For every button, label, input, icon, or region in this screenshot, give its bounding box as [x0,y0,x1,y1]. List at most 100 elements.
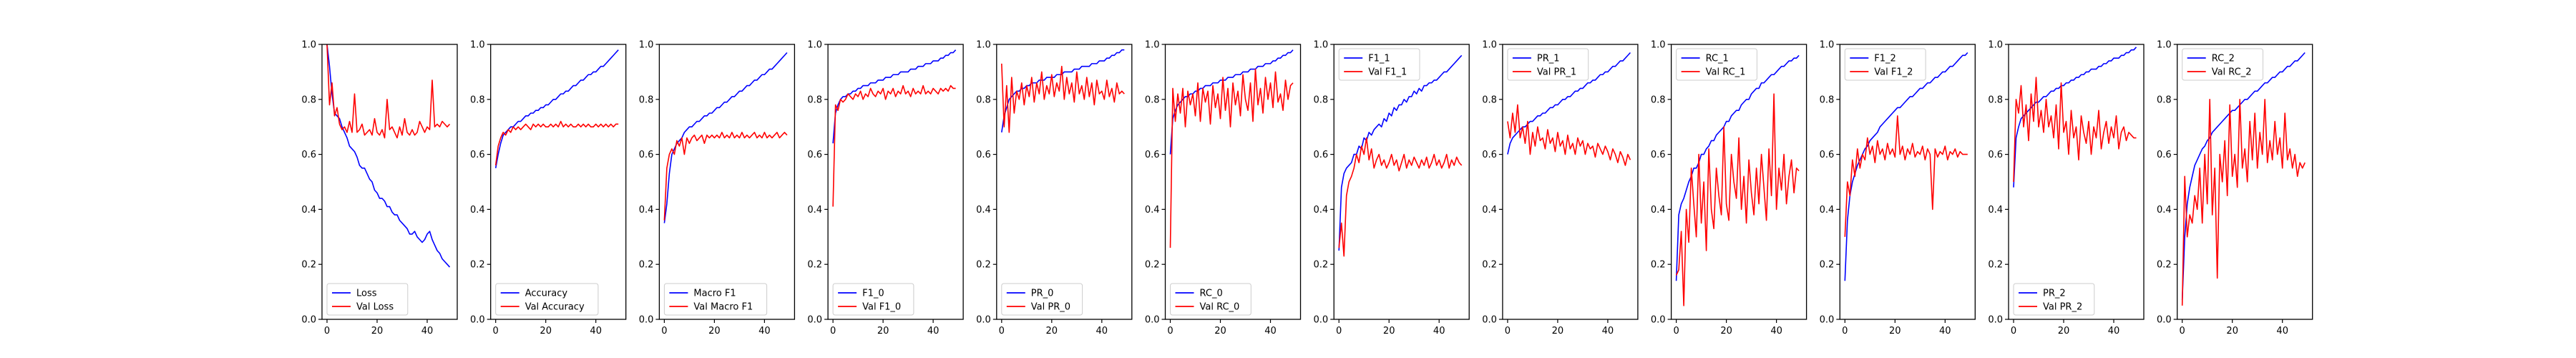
x-tick-label: 0 [1167,326,1173,337]
series-line-train-8 [1675,54,1800,281]
legend-box [2013,283,2095,316]
axes-frame [1502,44,1639,320]
y-tick-label: 0.4 [807,205,822,216]
legend-label: Val Macro F1 [693,302,753,313]
axes-frame [2177,44,2313,320]
y-tick-label: 1.0 [976,40,991,51]
x-tick-label: 40 [758,326,771,337]
y-tick-label: 1.0 [807,40,822,51]
y-tick-label: 0.8 [1482,95,1497,105]
legend-label: Macro F1 [693,289,736,299]
x-tick-label: 40 [1602,326,1614,337]
x-tick-label: 0 [2011,326,2016,337]
legend: F1_2 Val F1_2 [1844,48,1926,81]
x-tick-label: 0 [2180,326,2185,337]
legend: RC_1 Val RC_1 [1676,48,1757,81]
legend: RC_2 Val RC_2 [2182,48,2263,81]
series-line-val-11 [2181,99,2306,306]
x-tick-label: 0 [1336,326,1342,337]
y-tick-label: 1.0 [1651,40,1666,51]
legend-box [663,283,768,316]
y-tick-label: 0.2 [1988,260,2003,271]
series-line-val-8 [1675,93,1800,306]
y-tick-label: 0.2 [1482,260,1497,271]
legend-label: Val RC_0 [1200,302,1240,313]
y-tick-label: 0.4 [639,205,654,216]
x-tick-label: 20 [2226,326,2238,337]
x-tick-label: 20 [371,326,384,337]
axes-frame [827,44,964,320]
series-line-train-1 [494,49,619,168]
subplot-0: 0.0 0.2 0.4 0.6 0.8 1.0 0 20 40 Loss Val Loss [301,40,458,337]
y-tick-label: 0.2 [1820,260,1835,271]
subplot-10: 0.0 0.2 0.4 0.6 0.8 1.0 0 20 40 PR_2 Val PR_2 [1988,40,2145,337]
subplot-6: 0.0 0.2 0.4 0.6 0.8 1.0 0 20 40 F1_1 Val F1_1 [1314,40,1470,337]
y-tick-label: 0.0 [1482,315,1497,326]
legend-box [1001,283,1083,316]
y-tick-label: 0.4 [470,205,485,216]
x-tick-label: 20 [1046,326,1058,337]
series-line-val-6 [1338,137,1463,257]
x-tick-label: 40 [2108,326,2120,337]
y-tick-label: 1.0 [1988,40,2003,51]
y-tick-label: 0.2 [1651,260,1666,271]
legend-label: F1_2 [1874,54,1896,64]
y-tick-label: 0.2 [2157,260,2172,271]
y-tick-label: 0.4 [1651,205,1666,216]
legend-label: Val F1_0 [862,302,901,313]
y-tick-label: 1.0 [2157,40,2172,51]
x-tick-label: 0 [1842,326,1848,337]
y-tick-label: 0.6 [1145,150,1160,160]
legend-label: PR_2 [2043,289,2066,299]
legend-box [2182,48,2263,81]
y-tick-label: 0.6 [1820,150,1835,160]
series-line-train-6 [1338,54,1463,251]
y-tick-label: 0.0 [639,315,654,326]
subplot-8: 0.0 0.2 0.4 0.6 0.8 1.0 0 20 40 RC_1 Val RC_1 [1651,40,1807,337]
legend-label: Val F1_2 [1874,67,1913,78]
axes-frame [996,44,1133,320]
x-tick-label: 40 [1770,326,1782,337]
x-tick-label: 40 [1264,326,1277,337]
y-tick-label: 0.8 [976,95,991,105]
x-tick-label: 40 [927,326,940,337]
y-tick-label: 0.6 [639,150,654,160]
y-tick-label: 0.8 [301,95,316,105]
y-tick-label: 0.0 [1314,315,1329,326]
y-tick-label: 0.2 [1314,260,1329,271]
y-tick-label: 1.0 [1482,40,1497,51]
y-tick-label: 0.8 [1145,95,1160,105]
subplot-7: 0.0 0.2 0.4 0.6 0.8 1.0 0 20 40 PR_1 Val PR_1 [1482,40,1639,337]
y-tick-label: 0.6 [1651,150,1666,160]
series-line-train-11 [2181,52,2306,301]
axes-frame [490,44,627,320]
x-tick-label: 0 [999,326,1005,337]
subplot-5: 0.0 0.2 0.4 0.6 0.8 1.0 0 20 40 RC_0 Val RC_0 [1145,40,1302,337]
y-tick-label: 0.8 [1651,95,1666,105]
legend-box [1170,283,1252,316]
series-line-val-9 [1844,115,1968,237]
y-tick-label: 0.0 [1145,315,1160,326]
y-tick-label: 0.4 [2157,205,2172,216]
y-tick-label: 0.8 [1988,95,2003,105]
y-tick-label: 0.6 [2157,150,2172,160]
x-tick-label: 0 [324,326,330,337]
y-tick-label: 0.2 [301,260,316,271]
x-tick-label: 20 [1720,326,1732,337]
subplot-4: 0.0 0.2 0.4 0.6 0.8 1.0 0 20 40 PR_0 Val PR_0 [976,40,1133,337]
x-tick-label: 40 [421,326,434,337]
y-tick-label: 0.8 [470,95,485,105]
legend-label: Val F1_1 [1368,67,1407,78]
y-tick-label: 0.6 [470,150,485,160]
x-tick-label: 40 [2276,326,2288,337]
y-tick-label: 0.0 [976,315,991,326]
x-tick-label: 20 [2058,326,2070,337]
y-tick-label: 0.4 [1988,205,2003,216]
y-tick-label: 0.2 [976,260,991,271]
axes-frame [1670,44,1807,320]
legend: Accuracy Val Accuracy [495,283,599,316]
series-line-train-10 [2013,47,2137,188]
legend-box [495,283,599,316]
series-line-val-4 [1001,63,1125,133]
y-tick-label: 0.4 [976,205,991,216]
